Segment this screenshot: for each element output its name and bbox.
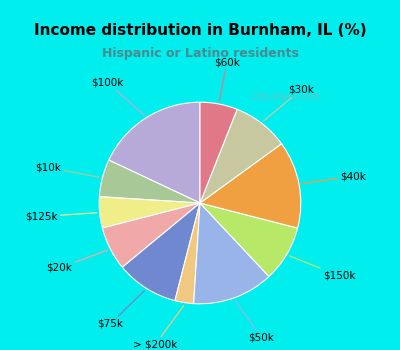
Wedge shape bbox=[200, 109, 282, 203]
Text: $10k: $10k bbox=[36, 162, 100, 177]
Wedge shape bbox=[99, 197, 200, 228]
Wedge shape bbox=[122, 203, 200, 301]
Text: $60k: $60k bbox=[214, 57, 240, 101]
Text: $150k: $150k bbox=[289, 256, 356, 281]
Text: $100k: $100k bbox=[91, 77, 144, 116]
Text: > $200k: > $200k bbox=[133, 306, 184, 349]
Text: $30k: $30k bbox=[264, 85, 314, 121]
Wedge shape bbox=[194, 203, 269, 304]
Text: $125k: $125k bbox=[25, 211, 97, 222]
Text: Hispanic or Latino residents: Hispanic or Latino residents bbox=[102, 47, 298, 60]
Wedge shape bbox=[200, 102, 237, 203]
Wedge shape bbox=[200, 203, 298, 276]
Text: $50k: $50k bbox=[235, 301, 274, 343]
Text: City-Data.com: City-Data.com bbox=[252, 92, 321, 102]
Text: $20k: $20k bbox=[46, 250, 108, 273]
Wedge shape bbox=[102, 203, 200, 267]
Wedge shape bbox=[200, 144, 301, 228]
Wedge shape bbox=[99, 160, 200, 203]
Text: $75k: $75k bbox=[97, 290, 144, 329]
Wedge shape bbox=[109, 102, 200, 203]
Wedge shape bbox=[175, 203, 200, 303]
Text: Income distribution in Burnham, IL (%): Income distribution in Burnham, IL (%) bbox=[34, 23, 366, 38]
Text: $40k: $40k bbox=[302, 171, 366, 183]
